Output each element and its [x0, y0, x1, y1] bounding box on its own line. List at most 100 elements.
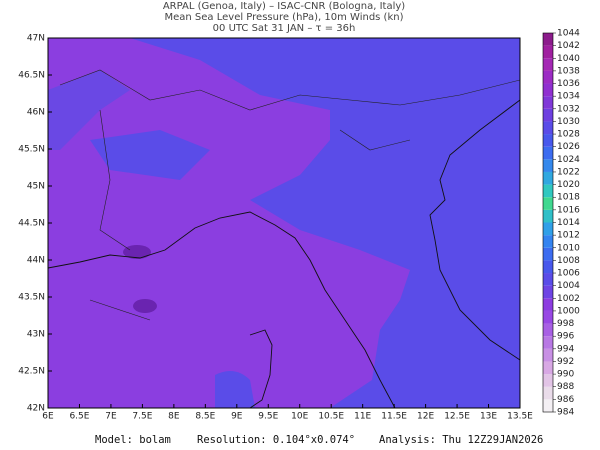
colorbar-label: 1020: [557, 180, 580, 190]
header-line: 00 UTC Sat 31 JAN – τ = 36h: [213, 23, 356, 34]
colorbar-label: 1042: [557, 41, 580, 51]
colorbar-swatch: [543, 361, 553, 375]
lon-label: 7E: [105, 412, 117, 422]
colorbar-swatch: [543, 171, 553, 185]
coastline: [429, 99, 521, 361]
colorbar-label: 984: [557, 408, 574, 418]
lon-label: 9.5E: [258, 412, 278, 422]
lon-label: 10E: [291, 412, 308, 422]
colorbar-swatch: [543, 399, 553, 412]
colorbar-label: 1028: [557, 130, 580, 140]
colorbar-label: 1002: [557, 294, 580, 304]
colorbar-swatch: [543, 310, 553, 324]
colorbar-swatch: [543, 273, 553, 286]
lat-label: 46N: [27, 108, 45, 118]
lon-label: 8E: [168, 412, 180, 422]
colorbar-swatch: [543, 96, 553, 109]
colorbar-swatch: [543, 209, 553, 223]
lat-label: 43N: [27, 330, 45, 340]
lat-label: 45.5N: [18, 145, 45, 155]
pressure-low: [133, 299, 157, 313]
colorbar-label: 1032: [557, 104, 580, 114]
lon-label: 13.5E: [507, 412, 533, 422]
pressure-field: [90, 130, 210, 180]
lon-label: 6E: [42, 412, 54, 422]
lat-label: 45N: [27, 182, 45, 192]
colorbar-label: 1022: [557, 167, 580, 177]
colorbar-label: 1016: [557, 205, 580, 215]
lon-label: 8.5E: [195, 412, 215, 422]
border-line: [59, 69, 521, 321]
lat-label: 43.5N: [18, 293, 45, 303]
footer-analysis: Analysis: Thu 12Z29JAN2026: [379, 434, 543, 446]
lat-label: 42N: [27, 404, 45, 414]
pressure-field: [48, 70, 130, 150]
colorbar-swatch: [543, 336, 553, 349]
colorbar-label: 1036: [557, 79, 580, 89]
lon-label: 12E: [417, 412, 434, 422]
colorbar-label: 1000: [557, 306, 580, 316]
coastline: [47, 211, 396, 409]
colorbar-label: 996: [557, 332, 574, 342]
lat-label: 44.5N: [18, 219, 45, 229]
colorbar-swatch: [543, 45, 553, 59]
colorbar-label: 986: [557, 395, 574, 405]
footer-resolution: Resolution: 0.104°x0.074°: [197, 434, 355, 446]
lon-label: 12.5E: [444, 412, 470, 422]
colorbar-swatch: [543, 247, 553, 261]
colorbar-swatch: [543, 83, 553, 97]
footer-model: Model: bolam: [95, 434, 171, 446]
pressure-field: [215, 371, 255, 408]
colorbar-label: 1018: [557, 193, 580, 203]
colorbar-swatch: [543, 197, 553, 210]
colorbar-swatch: [543, 159, 553, 172]
colorbar-label: 1038: [557, 66, 580, 76]
lon-label: 9E: [231, 412, 243, 422]
colorbar-swatch: [543, 348, 553, 362]
lat-label: 44N: [27, 256, 45, 266]
colorbar-label: 994: [557, 344, 574, 354]
colorbar-swatch: [543, 235, 553, 248]
colorbar-swatch: [543, 146, 553, 160]
colorbar-label: 1030: [557, 117, 580, 127]
colorbar-label: 1004: [557, 281, 580, 291]
colorbar-label: 1012: [557, 231, 580, 241]
colorbar-label: 998: [557, 319, 574, 329]
colorbar-swatch: [543, 285, 553, 299]
colorbar-label: 992: [557, 357, 574, 367]
colorbar-label: 988: [557, 382, 574, 392]
lat-label: 47N: [27, 34, 45, 44]
colorbar-swatch: [543, 386, 553, 400]
colorbar-label: 1044: [557, 29, 580, 39]
colorbar-label: 990: [557, 370, 574, 380]
colorbar-swatch: [543, 298, 553, 311]
colorbar-swatch: [543, 260, 553, 274]
map-area: [47, 37, 521, 409]
colorbar-swatch: [543, 222, 553, 236]
colorbar-label: 1026: [557, 142, 580, 152]
colorbar-swatch: [543, 58, 553, 71]
lon-label: 11E: [354, 412, 371, 422]
lon-label: 13E: [480, 412, 497, 422]
colorbar-swatch: [543, 108, 553, 122]
colorbar-swatch: [543, 121, 553, 135]
colorbar-swatch: [543, 184, 553, 198]
colorbar-label: 1024: [557, 155, 580, 165]
coastline: [249, 329, 273, 409]
colorbar-label: 1008: [557, 256, 580, 266]
colorbar-label: 1006: [557, 269, 580, 279]
lon-label: 7.5E: [132, 412, 152, 422]
colorbar-label: 1040: [557, 54, 580, 64]
colorbar-label: 1010: [557, 243, 580, 253]
lon-label: 11.5E: [381, 412, 407, 422]
pressure-field: [48, 38, 410, 408]
colorbar-swatch: [543, 374, 553, 387]
header-line: ARPAL (Genoa, Italy) – ISAC-CNR (Bologna…: [163, 1, 405, 12]
colorbar-swatch: [543, 134, 553, 147]
pressure-low: [123, 245, 151, 259]
lon-label: 6.5E: [69, 412, 89, 422]
colorbar-label: 1014: [557, 218, 580, 228]
colorbar-swatch: [543, 70, 553, 84]
